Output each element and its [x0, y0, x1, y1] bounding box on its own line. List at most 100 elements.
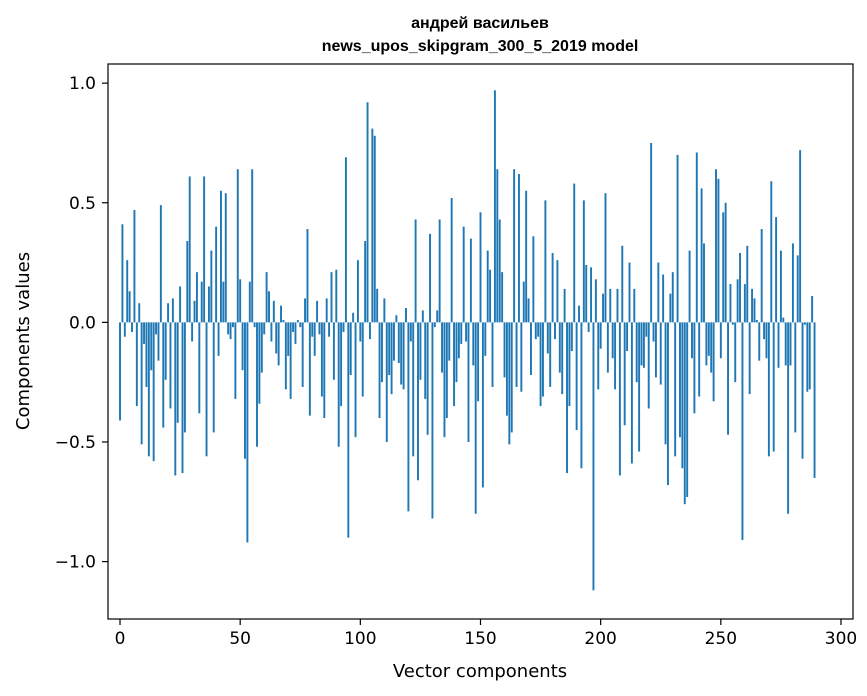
bar-165 — [515, 322, 518, 387]
bar-272 — [772, 322, 775, 452]
x-tick-label-300: 300 — [825, 629, 857, 649]
plot-frame — [107, 63, 854, 620]
bar-51 — [241, 322, 244, 371]
bar-288 — [811, 296, 814, 323]
bar-282 — [796, 255, 799, 323]
bar-44 — [224, 193, 227, 323]
bar-74 — [296, 319, 299, 323]
bar-8 — [138, 303, 141, 323]
bar-105 — [371, 128, 374, 323]
bar-82 — [316, 300, 319, 323]
bar-62 — [268, 291, 270, 323]
bar-181 — [554, 322, 556, 340]
bar-97 — [352, 312, 355, 323]
bar-186 — [566, 322, 568, 474]
bar-95 — [347, 322, 350, 538]
bar-264 — [753, 298, 756, 323]
bar-221 — [650, 142, 653, 323]
bar-180 — [551, 252, 554, 323]
bar-111 — [385, 322, 388, 442]
bar-99 — [356, 260, 359, 323]
bar-275 — [779, 250, 782, 323]
bar-53 — [246, 322, 249, 543]
bar-238 — [691, 322, 693, 359]
bar-262 — [748, 322, 751, 395]
bar-159 — [501, 272, 504, 323]
bar-93 — [342, 322, 345, 332]
bar-9 — [140, 322, 143, 445]
bar-66 — [277, 322, 280, 366]
bar-196 — [590, 267, 593, 323]
bar-212 — [628, 262, 631, 323]
bar-280 — [791, 243, 794, 323]
bar-198 — [594, 279, 597, 323]
bar-240 — [695, 152, 698, 323]
bar-45 — [227, 322, 230, 335]
bar-207 — [616, 288, 619, 323]
bar-154 — [489, 269, 492, 323]
bar-113 — [390, 322, 393, 395]
bar-254 — [729, 284, 732, 323]
bar-241 — [698, 322, 701, 397]
bar-131 — [433, 322, 436, 328]
bar-286 — [806, 322, 809, 392]
bar-30 — [191, 322, 194, 342]
bar-132 — [436, 310, 439, 323]
bar-219 — [645, 322, 648, 337]
bar-29 — [188, 176, 191, 323]
bar-183 — [558, 322, 561, 373]
bar-204 — [609, 288, 612, 323]
bar-71 — [289, 322, 292, 399]
bar-63 — [270, 322, 273, 342]
bar-20 — [167, 303, 170, 323]
bar-256 — [734, 322, 737, 383]
bar-86 — [325, 298, 328, 323]
bar-76 — [301, 322, 304, 387]
bar-192 — [580, 322, 583, 469]
bar-2 — [123, 322, 126, 337]
bar-47 — [232, 322, 234, 328]
bar-78 — [306, 229, 309, 323]
bar-49 — [236, 169, 239, 323]
bar-18 — [162, 322, 165, 428]
bar-253 — [727, 322, 729, 435]
bar-174 — [537, 322, 540, 337]
bar-56 — [253, 322, 256, 328]
x-tick-label-200: 200 — [584, 629, 616, 649]
bar-151 — [481, 322, 484, 488]
bar-230 — [671, 272, 674, 323]
bar-188 — [570, 322, 573, 352]
bar-270 — [767, 322, 770, 457]
bar-107 — [376, 288, 379, 323]
bar-146 — [469, 238, 472, 323]
bar-166 — [517, 174, 520, 323]
bar-193 — [582, 200, 585, 323]
bar-281 — [794, 322, 797, 433]
bar-173 — [534, 322, 537, 340]
bar-31 — [193, 300, 196, 323]
bar-28 — [186, 241, 189, 323]
bar-39 — [212, 322, 215, 433]
bar-249 — [717, 178, 720, 323]
bar-145 — [467, 322, 470, 442]
bar-128 — [426, 322, 429, 435]
bar-104 — [368, 322, 371, 340]
bar-46 — [229, 322, 232, 340]
bar-127 — [424, 322, 427, 399]
bar-115 — [395, 315, 398, 323]
bar-41 — [217, 322, 220, 356]
bar-266 — [758, 322, 761, 361]
bar-271 — [770, 181, 773, 323]
bar-189 — [573, 183, 576, 323]
bar-229 — [669, 293, 672, 323]
bar-88 — [330, 272, 333, 323]
bar-60 — [263, 322, 266, 335]
bar-32 — [195, 272, 198, 323]
bar-36 — [205, 322, 208, 457]
bar-287 — [808, 322, 811, 390]
bar-257 — [736, 279, 739, 323]
bar-163 — [510, 322, 513, 433]
bar-92 — [340, 322, 343, 407]
bar-179 — [549, 322, 552, 387]
bar-261 — [746, 245, 749, 323]
